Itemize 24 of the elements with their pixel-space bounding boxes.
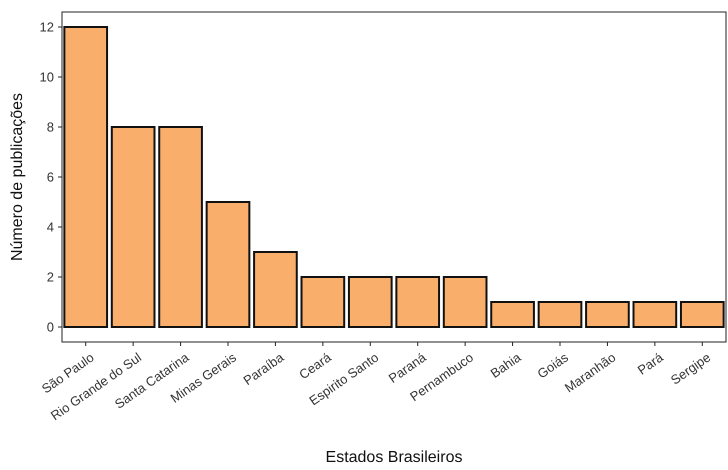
y-tick-label: 4 bbox=[46, 220, 54, 235]
bar bbox=[442, 276, 488, 328]
y-tick-label: 2 bbox=[46, 270, 54, 285]
y-tick-label: 10 bbox=[40, 70, 54, 85]
bar bbox=[395, 276, 440, 328]
x-axis-title: Estados Brasileiros bbox=[326, 449, 462, 466]
bar bbox=[490, 301, 535, 328]
bar bbox=[538, 301, 582, 328]
x-tick-label: Pará bbox=[634, 349, 666, 378]
bar bbox=[158, 126, 203, 328]
bar bbox=[632, 301, 678, 328]
y-tick-label: 12 bbox=[40, 20, 54, 35]
bar bbox=[585, 301, 630, 328]
y-tick-label: 8 bbox=[46, 120, 54, 135]
bar bbox=[110, 126, 156, 328]
bar bbox=[206, 201, 250, 328]
y-tick-label: 0 bbox=[46, 320, 54, 335]
bar bbox=[300, 276, 346, 328]
y-tick-label: 6 bbox=[46, 170, 54, 185]
bar bbox=[348, 276, 393, 328]
bar bbox=[680, 301, 725, 328]
bar bbox=[63, 26, 108, 328]
y-axis-title: Número de publicações bbox=[9, 92, 26, 262]
bar bbox=[253, 251, 298, 328]
